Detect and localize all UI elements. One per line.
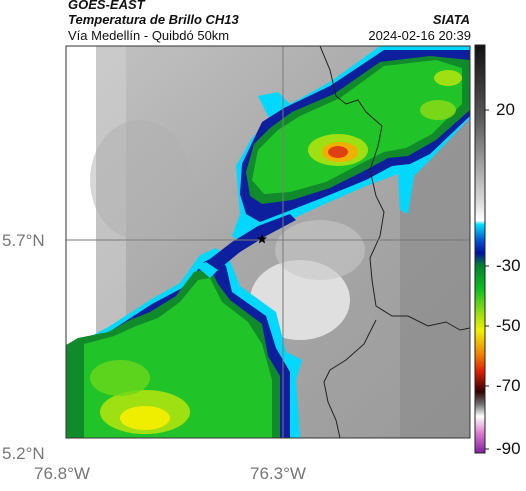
lat-tick-5-2: 5.2°N	[2, 444, 45, 463]
lat-tick-5-7: 5.7°N	[2, 231, 45, 250]
source-title: GOES-EAST	[68, 0, 145, 12]
colorbar-label-minus50: -50	[496, 316, 521, 335]
political-borders	[319, 46, 470, 438]
colorbar-label-20: 20	[496, 100, 515, 119]
colorbar-label-minus30: -30	[496, 256, 521, 275]
colorbar	[474, 44, 486, 454]
star-icon	[257, 234, 267, 244]
lon-tick-76-3: 76.3°W	[250, 464, 306, 483]
colorbar-label-minus70: -70	[496, 376, 521, 395]
cloud-region-northeast	[232, 46, 470, 246]
map-frame	[65, 45, 471, 439]
route-subtitle: Vía Medellín - Quibdó 50km	[68, 28, 230, 43]
lon-tick-76-8: 76.8°W	[34, 464, 90, 483]
org-label: SIATA	[432, 12, 470, 27]
product-title: Temperatura de Brillo CH13	[68, 12, 239, 27]
colorbar-label-minus90: -90	[496, 439, 521, 458]
datetime-label: 2024-02-16 20:39	[368, 28, 471, 43]
cloud-band-middle	[206, 214, 296, 270]
colorbar-tick-marks	[485, 109, 489, 450]
cloud-region-southwest	[66, 248, 302, 438]
